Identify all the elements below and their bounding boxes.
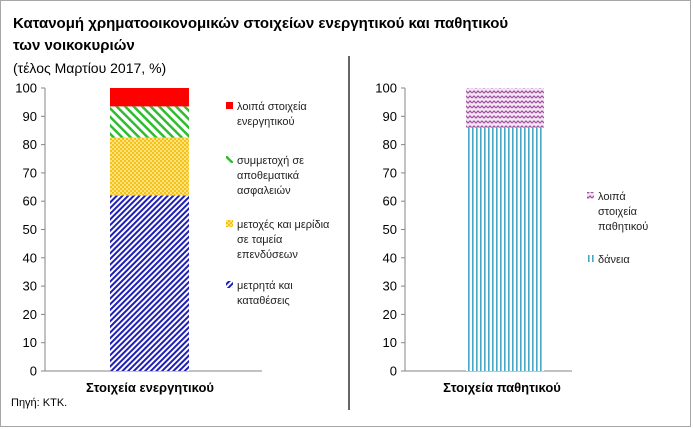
legend-label: ενεργητικού xyxy=(237,116,294,128)
bar-segment-insurance xyxy=(110,106,189,138)
y-tick-label: 50 xyxy=(383,222,397,237)
y-tick-label: 0 xyxy=(30,364,37,379)
y-tick-label: 10 xyxy=(23,335,37,350)
bar-segment-other-liabilities xyxy=(466,88,544,128)
legend-swatch xyxy=(226,102,233,109)
y-tick-label: 70 xyxy=(383,165,397,180)
y-tick-label: 40 xyxy=(383,250,397,265)
x-category-label: Στοιχεία παθητικού xyxy=(443,380,561,395)
chart-subtitle: (τέλος Μαρτίου 2017, %) xyxy=(13,60,167,76)
y-tick-label: 10 xyxy=(383,335,397,350)
assets-chart: 0 10 20 30 40 50 60 70 80 90 100 Στοιχεία ενεργητι… xyxy=(15,81,330,396)
bar-segment-other-assets xyxy=(110,88,189,107)
legend-label: συμμετοχή σε xyxy=(237,155,304,167)
legend-label: στοιχεία xyxy=(598,206,638,218)
y-tick-label: 100 xyxy=(375,81,397,96)
y-tick-label: 50 xyxy=(23,222,37,237)
legend-swatch xyxy=(587,255,594,262)
y-tick-label: 20 xyxy=(23,307,37,322)
legend-swatch xyxy=(587,192,594,199)
y-tick-label: 80 xyxy=(23,137,37,152)
legend-label: επενδύσεων xyxy=(237,249,298,261)
legend-label: μετρητά και xyxy=(237,280,293,292)
legend-item-insurance: συμμετοχή σε αποθεματικά ασφαλειών xyxy=(226,155,304,197)
legend-item-funds: μετοχές και μερίδια σε ταμεία επενδύσεων xyxy=(226,219,330,261)
legend-label: λοιπά xyxy=(598,191,626,203)
y-tick-label: 60 xyxy=(383,194,397,209)
legend-item-other-liabilities: λοιπά στοιχεία παθητικού xyxy=(587,191,648,233)
source-note: Πηγή: ΚΤΚ. xyxy=(11,397,68,409)
y-tick-label: 20 xyxy=(383,307,397,322)
chart-title-line1: Κατανομή χρηματοοικονομικών στοιχείων εν… xyxy=(13,15,509,32)
legend-label: καταθέσεις xyxy=(237,295,290,307)
legend-label: μετοχές και μερίδια xyxy=(237,219,330,231)
y-tick-label: 90 xyxy=(383,109,397,124)
legend-item-cash: μετρητά και καταθέσεις xyxy=(226,280,293,307)
legend-label: δάνεια xyxy=(598,254,630,266)
liabilities-chart: 0 10 20 30 40 50 60 70 80 90 100 Στοιχεία παθητικο… xyxy=(375,81,648,396)
legend-swatch xyxy=(226,220,233,227)
legend-item-other-assets: λοιπά στοιχεία ενεργητικού xyxy=(226,101,307,128)
bar-segment-cash xyxy=(110,195,189,371)
bar-segment-loans xyxy=(466,127,544,372)
legend-label: σε ταμεία xyxy=(237,234,283,246)
chart-title-line2: των νοικοκυριών xyxy=(13,37,135,54)
bar-segment-funds xyxy=(110,137,189,196)
legend-label: λοιπά στοιχεία xyxy=(237,101,307,113)
y-tick-label: 100 xyxy=(15,81,37,96)
y-tick-label: 0 xyxy=(390,364,397,379)
y-tick-label: 30 xyxy=(23,279,37,294)
y-tick-label: 40 xyxy=(23,250,37,265)
legend-label: αποθεματικά xyxy=(237,170,300,182)
y-tick-label: 70 xyxy=(23,165,37,180)
y-tick-label: 90 xyxy=(23,109,37,124)
legend-label: παθητικού xyxy=(598,221,648,233)
legend-item-loans: δάνεια xyxy=(587,254,630,266)
legend-label: ασφαλειών xyxy=(237,185,291,197)
y-tick-label: 30 xyxy=(383,279,397,294)
legend-swatch xyxy=(226,156,233,163)
y-tick-label: 80 xyxy=(383,137,397,152)
y-tick-label: 60 xyxy=(23,194,37,209)
legend-swatch xyxy=(226,281,233,288)
x-category-label: Στοιχεία ενεργητικού xyxy=(86,380,214,395)
